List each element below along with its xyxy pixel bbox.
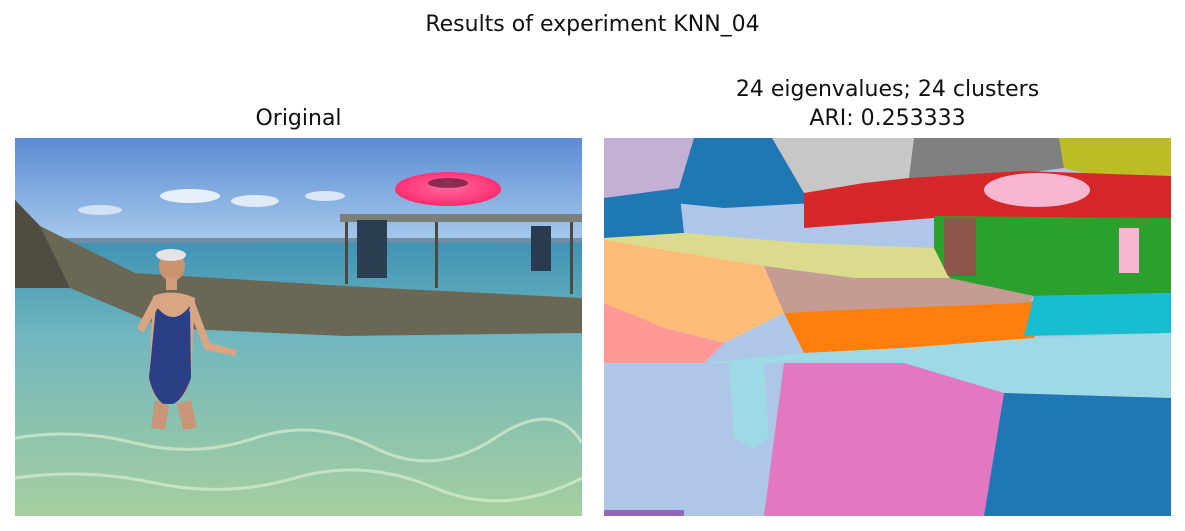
segmentation-canvas bbox=[604, 138, 1171, 516]
segment bbox=[984, 393, 1171, 516]
distant-islands bbox=[15, 238, 582, 244]
frisbee bbox=[395, 172, 501, 206]
segment bbox=[604, 303, 724, 363]
cap bbox=[156, 249, 186, 261]
cloud bbox=[160, 189, 220, 203]
segment bbox=[764, 266, 1034, 313]
original-image bbox=[15, 138, 582, 516]
figure-suptitle: Results of experiment KNN_04 bbox=[425, 12, 760, 37]
original-image-canvas bbox=[15, 138, 582, 516]
cloud bbox=[78, 205, 122, 215]
segment bbox=[1059, 138, 1171, 178]
segmentation-image bbox=[604, 138, 1171, 516]
segment bbox=[772, 138, 914, 193]
cloud bbox=[305, 191, 345, 201]
boat-bow bbox=[15, 200, 70, 288]
segment bbox=[704, 333, 1171, 398]
segmentation-panel-title: 24 eigenvalues; 24 clusters ARI: 0.25333… bbox=[604, 75, 1171, 133]
woman-right-arm bbox=[189, 300, 237, 356]
segment bbox=[984, 173, 1090, 207]
canopy-post bbox=[345, 222, 348, 284]
segmentation-title-line1: 24 eigenvalues; 24 clusters bbox=[735, 77, 1040, 102]
segment bbox=[909, 138, 1064, 178]
segment bbox=[674, 138, 814, 208]
segmentation-title-line2: ARI: 0.253333 bbox=[809, 106, 966, 131]
segment bbox=[604, 363, 764, 516]
woman-left-arm bbox=[137, 298, 158, 333]
water-ripples bbox=[15, 417, 582, 503]
segment bbox=[934, 216, 1171, 296]
hanging-cloth bbox=[531, 226, 551, 271]
segment bbox=[604, 510, 684, 516]
boat-canopy bbox=[340, 214, 582, 222]
swimsuit bbox=[149, 306, 191, 404]
segment bbox=[764, 363, 1004, 516]
segment bbox=[1119, 228, 1139, 273]
canopy-post bbox=[435, 222, 438, 288]
woman-neck bbox=[166, 278, 177, 290]
original-panel-title: Original bbox=[255, 106, 342, 131]
cloud bbox=[231, 195, 279, 207]
segment bbox=[729, 363, 769, 448]
canopy-post bbox=[570, 222, 573, 294]
segment bbox=[784, 298, 1044, 353]
segment bbox=[604, 233, 949, 278]
segment bbox=[604, 188, 684, 238]
segment bbox=[604, 240, 784, 343]
woman-legs bbox=[151, 400, 197, 430]
segment bbox=[1024, 293, 1171, 336]
segment bbox=[944, 218, 976, 276]
hanging-cloth bbox=[357, 220, 387, 278]
frisbee-logo bbox=[428, 178, 468, 188]
